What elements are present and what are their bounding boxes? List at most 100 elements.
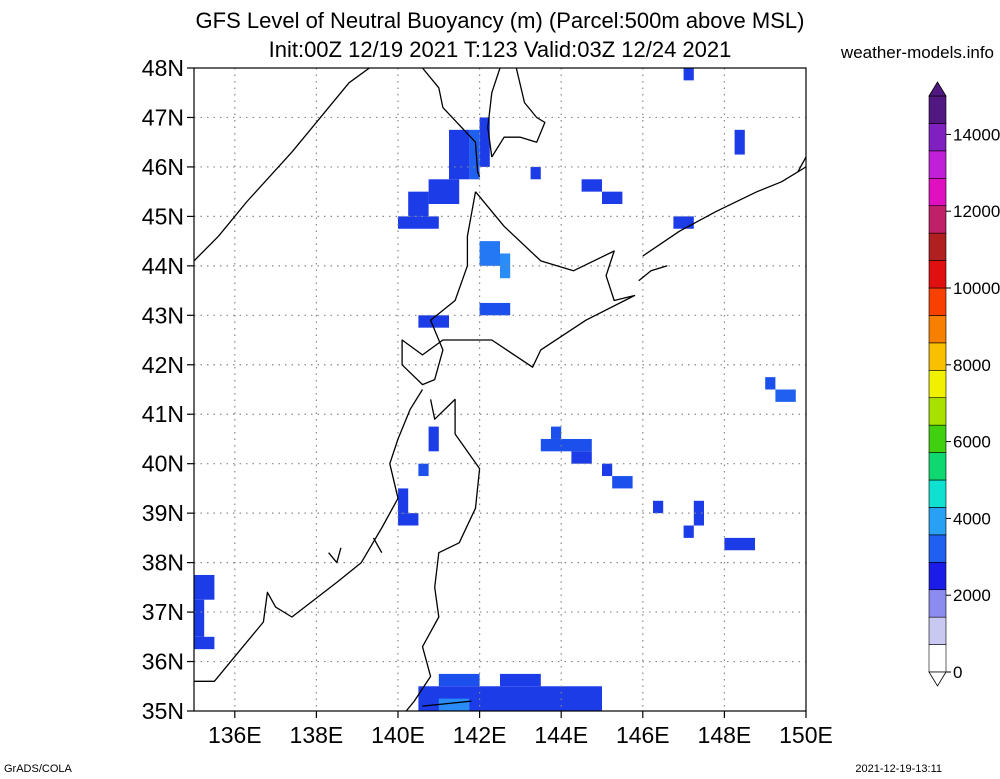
colorbar-segment — [928, 150, 947, 179]
colorbar-segment — [928, 424, 947, 453]
colorbar-tick-label: 14000 — [953, 125, 1000, 144]
buoyancy-cell — [469, 129, 480, 180]
buoyancy-cell — [734, 129, 745, 155]
buoyancy-cell — [479, 117, 490, 167]
buoyancy-cell — [418, 463, 429, 477]
buoyancy-cell — [602, 191, 623, 205]
coastline — [491, 68, 546, 158]
lon-tick-label: 144E — [534, 722, 588, 748]
colorbar-segment — [928, 177, 947, 207]
lat-tick-label: 46N — [142, 154, 184, 180]
lat-tick-label: 47N — [142, 104, 184, 130]
site-label: weather-models.info — [840, 43, 994, 62]
colorbar-segment — [928, 561, 947, 591]
lon-tick-label: 136E — [208, 722, 262, 748]
coastlines — [194, 68, 806, 711]
colorbar-tick-label: 4000 — [953, 509, 991, 528]
lat-tick-label: 39N — [142, 500, 184, 526]
buoyancy-cell — [194, 636, 215, 650]
buoyancy-cell — [765, 377, 776, 390]
colorbar-tick-label: 6000 — [953, 433, 991, 452]
colorbar-low-arrow — [928, 671, 947, 687]
coastline — [642, 166, 806, 257]
buoyancy-cell — [500, 253, 511, 279]
lat-tick-label: 44N — [142, 253, 184, 279]
colorbar-segment — [928, 589, 947, 618]
credit-label: GrADS/COLA — [4, 763, 72, 775]
colorbar-segment — [928, 644, 947, 673]
colorbar-segment — [928, 287, 947, 316]
buoyancy-cell — [551, 426, 562, 439]
colorbar-segment — [928, 232, 947, 261]
buoyancy-cell — [449, 129, 470, 180]
lon-tick-label: 140E — [371, 722, 425, 748]
lat-tick-label: 42N — [142, 352, 184, 378]
buoyancy-cell — [683, 68, 694, 81]
buoyancy-cell — [408, 191, 429, 217]
lat-tick-label: 37N — [142, 599, 184, 625]
colorbar-segment — [928, 479, 947, 508]
colorbar-tick-label: 8000 — [953, 356, 991, 375]
lat-tick-label: 38N — [142, 550, 184, 576]
colorbar-high-arrow — [928, 81, 947, 97]
lon-tick-label: 142E — [453, 722, 507, 748]
lat-tick-label: 41N — [142, 401, 184, 427]
coastline — [405, 398, 481, 711]
colorbar-segment — [928, 507, 947, 536]
buoyancy-cell — [673, 216, 694, 229]
coastline — [487, 68, 501, 158]
buoyancy-cell — [398, 216, 439, 229]
buoyancy-cell — [530, 166, 541, 180]
chart-title-line1: GFS Level of Neutral Buoyancy (m) (Parce… — [195, 8, 805, 33]
lon-tick-label: 148E — [698, 722, 752, 748]
buoyancy-cell — [479, 241, 500, 266]
buoyancy-cell — [500, 673, 541, 687]
colorbar-tick-label: 0 — [953, 663, 962, 682]
lat-tick-label: 48N — [142, 55, 184, 81]
colorbar-segment — [928, 315, 947, 344]
colorbar-segment — [928, 205, 947, 234]
buoyancy-cell — [194, 574, 215, 600]
coastline — [194, 389, 424, 682]
coastline — [422, 700, 472, 707]
buoyancy-cell — [540, 438, 592, 452]
chart-title-line2: Init:00Z 12/19 2021 T:123 Valid:03Z 12/2… — [268, 37, 732, 62]
lat-tick-label: 36N — [142, 649, 184, 675]
buoyancy-cell — [398, 488, 409, 514]
lon-tick-label: 138E — [290, 722, 344, 748]
buoyancy-cell — [438, 673, 480, 687]
buoyancy-cell — [194, 599, 205, 637]
buoyancy-cell — [398, 513, 419, 526]
buoyancy-cell — [602, 463, 613, 477]
lat-tick-label: 43N — [142, 302, 184, 328]
buoyancy-cell — [775, 389, 796, 402]
coastline — [421, 68, 481, 178]
colorbar-segment — [928, 616, 947, 645]
colorbar-segment — [928, 342, 947, 371]
buoyancy-cell — [438, 698, 470, 711]
timestamp-label: 2021-12-19-13:11 — [855, 763, 942, 775]
colorbar-tick-label: 10000 — [953, 279, 1000, 298]
buoyancy-cell — [418, 315, 449, 328]
buoyancy-cell — [612, 476, 633, 489]
buoyancy-cell — [683, 525, 694, 538]
lat-tick-label: 45N — [142, 203, 184, 229]
buoyancy-cell — [479, 302, 511, 316]
coastline — [372, 537, 383, 554]
colorbar-segment — [928, 369, 947, 399]
colorbar-segment — [928, 123, 947, 152]
coastline — [194, 68, 370, 262]
colorbar-segment — [928, 397, 947, 426]
colorbar-segment — [928, 95, 947, 124]
buoyancy-cell — [428, 179, 460, 205]
coastline — [638, 265, 668, 282]
colorbar-tick-label: 2000 — [953, 586, 991, 605]
colorbar-segment — [928, 534, 947, 563]
buoyancy-cell — [693, 500, 704, 526]
coastline — [797, 156, 806, 173]
buoyancy-cell — [724, 537, 755, 551]
buoyancy-cell — [428, 426, 439, 452]
buoyancy-cell — [571, 451, 592, 464]
coastline — [401, 191, 636, 386]
